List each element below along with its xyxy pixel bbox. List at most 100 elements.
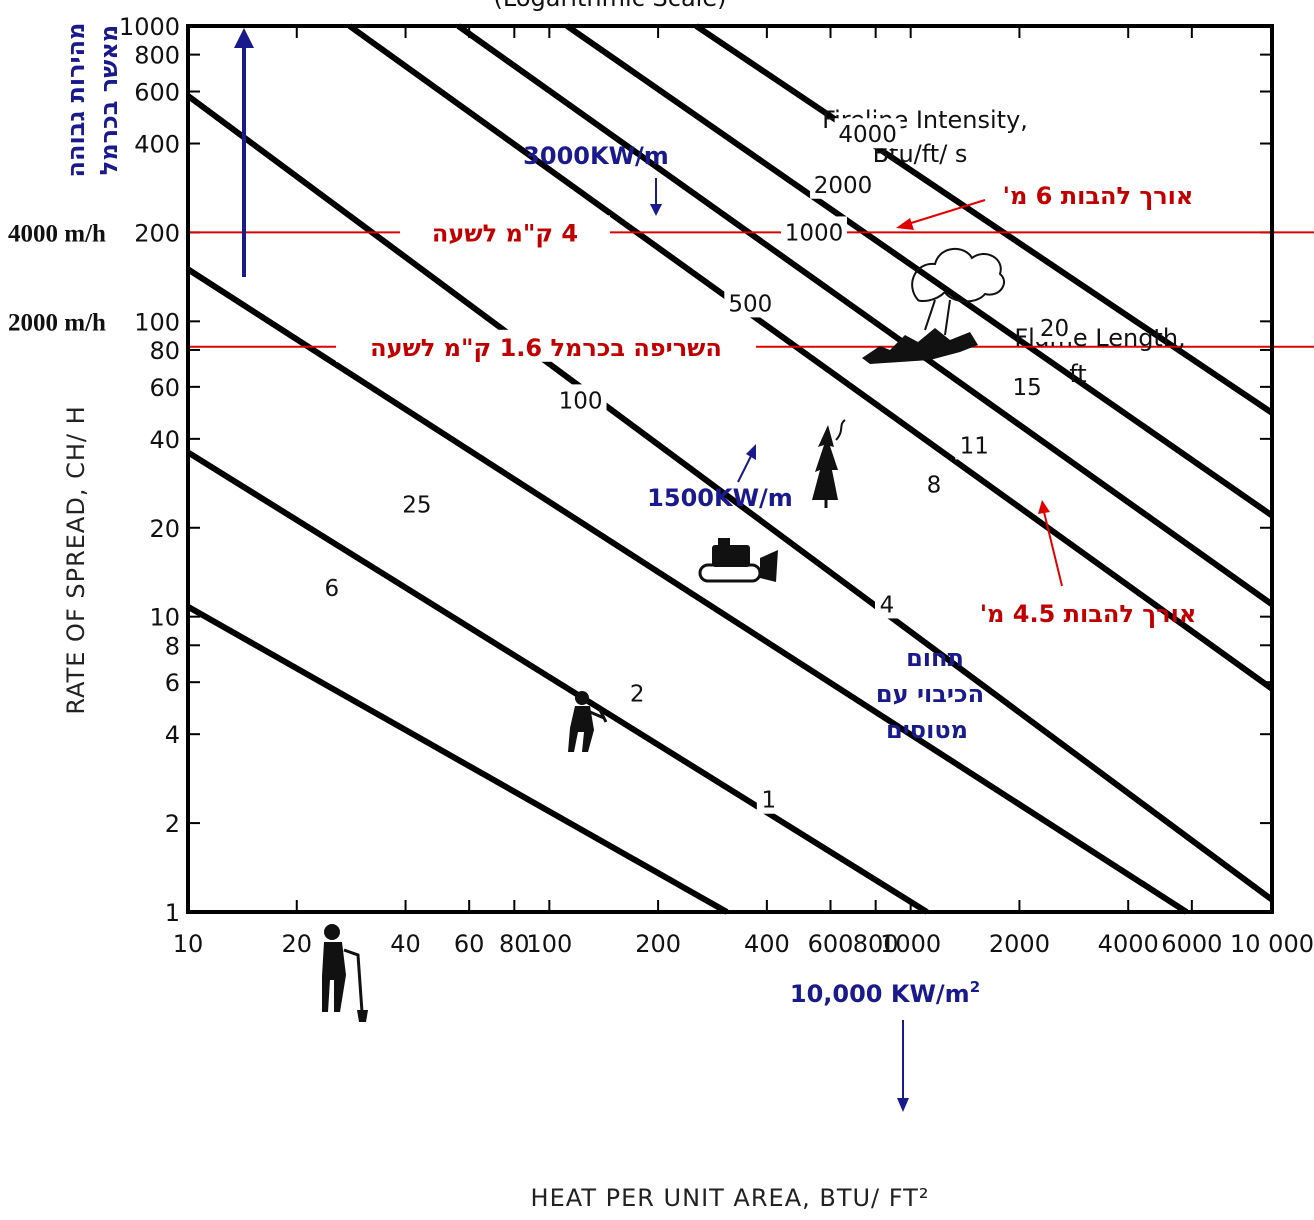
y-tick-label: 8 (165, 632, 180, 660)
high-speed-arrow (234, 28, 254, 277)
contour-label-500-backing (724, 287, 777, 318)
x-tick-label: 80 (499, 930, 530, 958)
contour-label-25: 25 (402, 492, 431, 518)
contour-label-25-backing (397, 488, 436, 519)
contour-label-1: 1 (762, 788, 777, 814)
y-tick-label: 60 (149, 374, 180, 402)
contour-label-500: 500 (728, 291, 772, 317)
x-tick-label: 10 000 (1230, 930, 1314, 958)
annotation-high-speed-line2: מאשר בכרמל (95, 25, 123, 175)
flame-length-label-15: 15 (1012, 375, 1041, 401)
x-tick-label: 200 (635, 930, 681, 958)
annotation-arrows (650, 178, 1063, 1112)
flame-length-label-4: 4 (880, 592, 895, 618)
y-tick-label: 1 (165, 899, 180, 927)
flame-length-label-11-backing (955, 429, 994, 460)
annotation-flame-4-5m: אורך להבות 4.5 מ' (980, 600, 1197, 628)
reference-left-label-0: 4000 m/h (8, 220, 106, 247)
x-tick-label: 40 (390, 930, 421, 958)
crew-with-pulaski-icon (568, 691, 608, 752)
x-tick-label: 1000 (880, 930, 941, 958)
y-tick-label: 400 (134, 131, 180, 159)
bulldozer-icon (698, 538, 778, 583)
y-tick-label: 10 (149, 604, 180, 632)
x-tick-label: 20 (281, 930, 312, 958)
contour-line-25 (186, 266, 1189, 915)
x-tick-label: 4000 (1098, 930, 1159, 958)
x-tick-label: 800 (853, 930, 899, 958)
x-tick-label: 10 (173, 930, 204, 958)
contour-line-500 (347, 23, 1274, 692)
flame-length-label-11: 11 (960, 433, 989, 459)
contour-label-4000-backing (834, 118, 901, 149)
y-tick-label: 100 (134, 308, 180, 336)
reference-left-label-1: 2000 m/h (8, 309, 106, 336)
annotation-high-speed-line1: מהירות גבוהה (62, 23, 90, 178)
contour-line-100 (186, 93, 1274, 903)
y-tick-label: 4 (165, 721, 180, 749)
reference-label-0: 4 ק"מ לשעה (432, 219, 578, 247)
contour-label-100-backing (554, 384, 607, 415)
y-tick-label: 40 (149, 426, 180, 454)
annotation-aircraft-line2: הכיבוי עם (876, 680, 984, 708)
plot-frame (186, 24, 1274, 914)
annotation-flame-6m: אורך להבות 6 מ' (1003, 182, 1194, 210)
y-tick-label: 2 (165, 810, 180, 838)
contour-label-2000: 2000 (814, 173, 873, 199)
contour-line-1000 (456, 23, 1274, 607)
contour-label-100: 100 (559, 388, 603, 414)
contour-label-1000: 1000 (785, 220, 844, 246)
contour-line-4000 (694, 23, 1274, 416)
annotation-1500kw: 1500KW/m (647, 484, 793, 512)
y-tick-label: 800 (134, 42, 180, 70)
flame-length-units: ft (1069, 360, 1086, 388)
y-axis-title: RATE OF SPREAD, CH/ H (62, 405, 90, 714)
contour-label-2000-backing (810, 168, 877, 199)
contour-line-2000 (565, 23, 1274, 519)
contour-label-1000-backing (780, 216, 847, 247)
x-tick-label: 60 (454, 930, 485, 958)
burning-ground-icon (862, 328, 978, 364)
flame-length-label-8-backing (921, 468, 946, 499)
x-tick-label: 6000 (1161, 930, 1222, 958)
y-tick-label: 6 (165, 669, 180, 697)
reference-label-1: השריפה בכרמל 1.6 ק"מ לשעה (370, 334, 722, 362)
flame-length-label-2-backing (625, 677, 650, 708)
flame-length-label-2: 2 (630, 681, 645, 707)
y-tick-label: 1000 (119, 13, 180, 41)
contour-line-1 (186, 604, 729, 915)
x-tick-label: 400 (744, 930, 790, 958)
contour-label-6: 6 (324, 576, 339, 602)
annotation-aircraft-line3: מטוסים (886, 716, 968, 744)
reference-label-backing-0 (400, 215, 610, 248)
smoke-cloud-icon (911, 248, 1005, 336)
y-tick-label: 600 (134, 79, 180, 107)
firefighter-with-shovel-icon (322, 924, 368, 1022)
label-layer: 1 6 25 100 500 1000 2000 4000 2 4 8 11 15 20 4 ק"מ לשע… (319, 118, 1074, 814)
reference-label-backing-1 (336, 329, 756, 362)
burning-tree-icon (812, 419, 846, 508)
annotation-3000kw: 3000KW/m (523, 142, 669, 170)
flame-length-label-4-backing (874, 588, 899, 619)
x-axis-title: HEAT PER UNIT AREA, BTU/ FT² (531, 1184, 930, 1212)
annotation-10000kw-text: 10,000 KW/m (790, 980, 970, 1008)
x-tick-label: 100 (526, 930, 572, 958)
contour-label-6-backing (319, 572, 344, 603)
y-tick-label: 200 (134, 219, 180, 247)
flame-length-label-20: 20 (1040, 316, 1069, 342)
annotation-10000kw: 10,000 KW/m2 (790, 978, 980, 1008)
flame-length-label-20-backing (1035, 311, 1074, 342)
contour-label-4000: 4000 (838, 122, 897, 148)
y-tick-label: 80 (149, 337, 180, 365)
y-tick-label: 20 (149, 515, 180, 543)
chart-title: (Logarithmic Scale) (494, 0, 727, 12)
annotation-aircraft-line1: תחום (906, 644, 964, 672)
contour-label-1-backing (756, 783, 781, 814)
annotation-10000kw-sup: 2 (970, 978, 980, 996)
flame-length-label-15-backing (1008, 370, 1047, 401)
contour-line-6 (186, 449, 929, 915)
x-tick-label: 2000 (989, 930, 1050, 958)
x-tick-label: 600 (808, 930, 854, 958)
